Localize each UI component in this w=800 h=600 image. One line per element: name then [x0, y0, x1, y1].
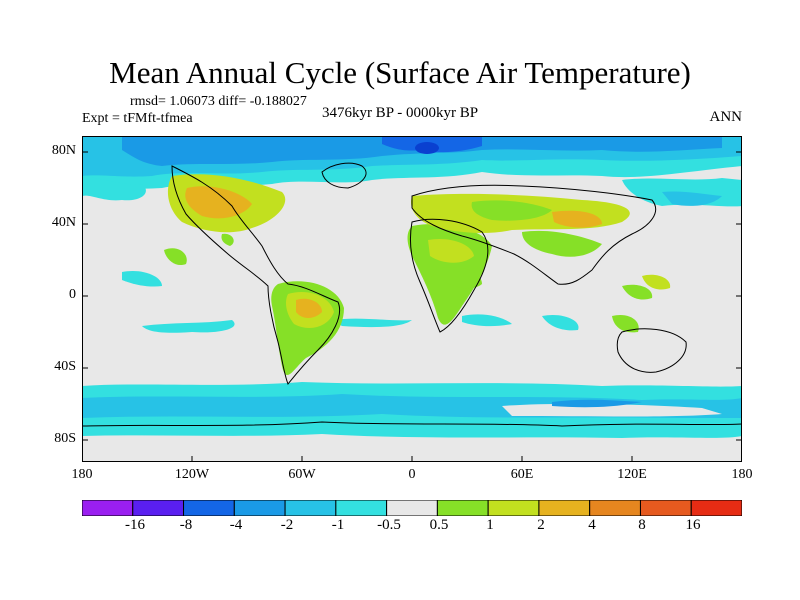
colorbar-label: -4 — [229, 517, 243, 533]
lon-label-120e: 120E — [617, 467, 647, 482]
lat-label-80n: 80N — [51, 143, 76, 158]
colorbar-swatch — [132, 500, 185, 516]
colorbar-swatch — [386, 500, 438, 516]
lon-label-0: 0 — [408, 467, 416, 482]
lon-label-120w: 120W — [174, 467, 210, 482]
lon-label-180e: 180 — [731, 467, 753, 482]
colorbar-swatch — [487, 500, 540, 516]
colorbar-swatch — [538, 500, 591, 516]
plot-title: Mean Annual Cycle (Surface Air Temperatu… — [109, 55, 691, 90]
temperature-difference-map — [82, 136, 742, 462]
lat-label-0: 0 — [69, 287, 76, 302]
colorbar-label: -1 — [331, 517, 345, 533]
lon-label-60w: 60W — [288, 467, 316, 482]
rmsd-diff-stats: rmsd= 1.06073 diff= -0.188027 — [130, 94, 307, 109]
lon-label-60e: 60E — [510, 467, 534, 482]
axis-ticks — [82, 151, 742, 462]
colorbar-label: -16 — [125, 517, 145, 533]
colorbar-swatch — [82, 500, 134, 516]
lat-label-80s: 80S — [54, 431, 76, 446]
colorbar-swatch — [233, 500, 286, 516]
lon-label-180w: 180 — [71, 467, 93, 482]
colorbar-swatch — [639, 500, 692, 516]
colorbar-swatch — [284, 500, 337, 516]
experiment-label: Expt = tFMft-tfmea — [82, 111, 193, 126]
period-label: 3476kyr BP - 0000kyr BP — [321, 105, 479, 121]
colorbar-label: 16 — [685, 517, 701, 533]
coastlines — [82, 162, 742, 427]
season-label: ANN — [709, 109, 743, 125]
colorbar-label: 1 — [486, 517, 494, 533]
lat-label-40s: 40S — [54, 359, 76, 374]
colorbar-label: 4 — [588, 517, 596, 533]
colorbar-label: 2 — [537, 517, 545, 533]
land-warm-regions — [164, 174, 671, 376]
arctic-cold-region — [82, 136, 742, 207]
colorbar — [82, 500, 742, 516]
colorbar-label: 0.5 — [429, 517, 449, 533]
colorbar-swatch — [589, 500, 641, 516]
colorbar-label: -8 — [179, 517, 193, 533]
colorbar-swatch — [183, 500, 235, 516]
lat-label-40n: 40N — [51, 215, 76, 230]
antarctic-cold-region — [82, 382, 742, 462]
colorbar-label: 8 — [638, 517, 646, 533]
colorbar-label: -0.5 — [377, 517, 401, 533]
colorbar-label: -2 — [280, 517, 294, 533]
colorbar-swatch — [335, 500, 388, 516]
colorbar-swatch — [436, 500, 489, 516]
colorbar-swatch — [690, 500, 742, 516]
